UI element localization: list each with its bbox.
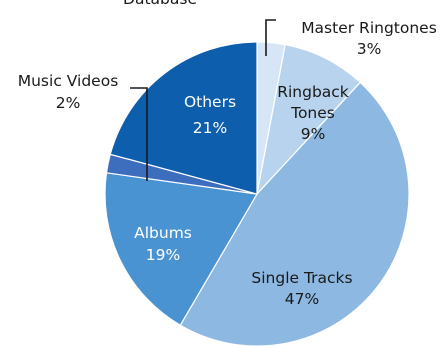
label-single-tracks-value: 47% [285,290,319,308]
label-albums: Albums 19% [134,224,192,264]
chart-title: Database [123,0,197,8]
label-single-tracks-name: Single Tracks [251,269,352,287]
pie-slice-albums [104,172,258,327]
label-ringback-tones-line1: Ringback [277,83,349,101]
label-albums-value: 19% [146,246,180,264]
leader-lines [130,19,276,181]
label-albums-name: Albums [134,224,192,242]
label-ringback-tones-line2: Tones [290,104,335,122]
label-ringback-tones: Ringback Tones 9% [277,83,349,143]
label-master-ringtones-value: 3% [357,40,382,58]
label-others: Others 21% [184,93,236,137]
label-music-videos-value: 2% [56,94,81,112]
music-videos-leader [130,87,148,181]
master-ringtones-leader [265,19,276,56]
label-master-ringtones-name: Master Ringtones [301,19,437,37]
label-music-videos-name: Music Videos [18,72,119,90]
pie-slice-single-tracks [179,81,410,347]
label-others-name: Others [184,93,236,111]
label-music-videos: Music Videos 2% [18,72,119,112]
pie-slices [104,41,410,347]
pie-slice-ringback-tones [256,43,362,196]
label-others-value: 21% [193,119,227,137]
label-master-ringtones: Master Ringtones 3% [301,19,437,58]
label-ringback-tones-value: 9% [301,125,326,143]
label-single-tracks: Single Tracks 47% [251,269,352,308]
